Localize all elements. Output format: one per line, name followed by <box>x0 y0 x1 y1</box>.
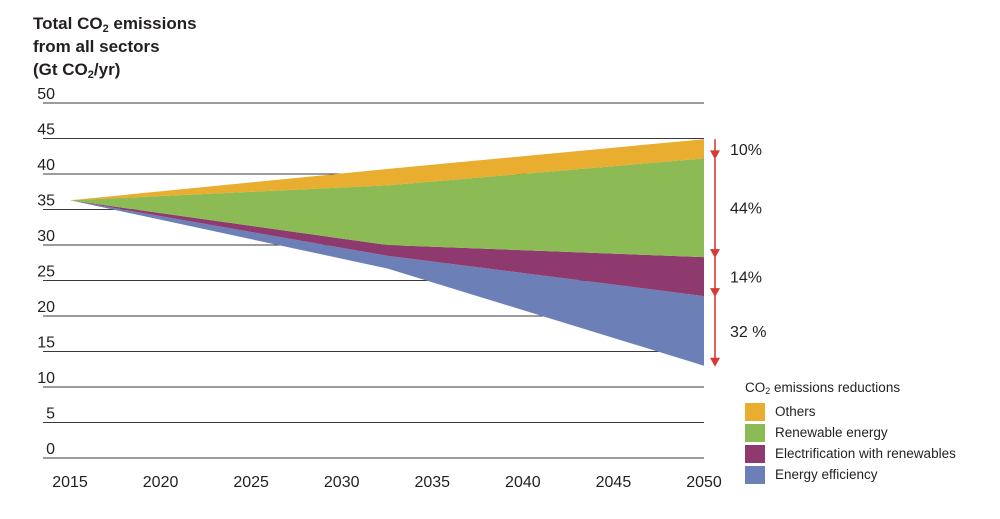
x-tick-label: 2025 <box>233 474 269 491</box>
legend-label: Energy efficiency <box>775 467 878 482</box>
reduction-label: 10% <box>730 142 762 159</box>
y-tick-label: 30 <box>37 228 55 245</box>
reduction-label: 14% <box>730 270 762 287</box>
y-tick-label: 45 <box>37 122 55 139</box>
x-tick-label: 2035 <box>414 474 450 491</box>
area-renewable-energy <box>70 158 704 258</box>
arrow-head <box>710 357 720 367</box>
legend-title: CO2 emissions reductions <box>745 380 901 396</box>
y-tick-label: 15 <box>37 335 55 352</box>
legend-swatch <box>745 402 765 421</box>
series-areas <box>70 139 704 366</box>
arrow-head <box>710 288 720 298</box>
legend-swatch <box>745 423 765 442</box>
legend-item: Electrification with renewables <box>745 443 956 464</box>
y-tick-label: 50 <box>37 86 55 103</box>
reduction-label: 32 % <box>730 324 766 341</box>
x-tick-label: 2030 <box>324 474 360 491</box>
legend-label: Others <box>775 404 816 419</box>
legend-item: Renewable energy <box>745 422 956 443</box>
reduction-annotations: 10% 44% 14% 32 % <box>710 139 766 367</box>
arrow-head <box>710 249 720 259</box>
y-tick-label: 10 <box>37 370 55 387</box>
area-electrification-with-renewables <box>70 200 704 297</box>
legend-swatch <box>745 444 765 463</box>
legend-label: Renewable energy <box>775 425 888 440</box>
x-tick-label: 2050 <box>686 474 722 491</box>
y-tick-label: 5 <box>46 406 55 423</box>
reduction-label: 44% <box>730 201 762 218</box>
y-tick-label: 0 <box>46 441 55 458</box>
y-tick-label: 35 <box>37 193 55 210</box>
legend-item: Energy efficiency <box>745 464 956 485</box>
area-others <box>70 139 704 201</box>
arrow-head <box>710 150 720 160</box>
legend-item: Others <box>745 401 956 422</box>
x-tick-label: 2045 <box>596 474 632 491</box>
x-tick-label: 2015 <box>52 474 88 491</box>
y-tick-label: 40 <box>37 157 55 174</box>
area-energy-efficiency <box>70 200 704 366</box>
x-tick-label: 2040 <box>505 474 541 491</box>
legend-label: Electrification with renewables <box>775 446 956 461</box>
x-tick-label: 2020 <box>143 474 179 491</box>
y-tick-label: 25 <box>37 264 55 281</box>
legend: CO2 emissions reductions Others Renewable… <box>745 380 956 485</box>
chart-title: Total CO2 emissions from all sectors (Gt… <box>33 14 197 81</box>
y-tick-label: 20 <box>37 299 55 316</box>
legend-swatch <box>745 465 765 484</box>
